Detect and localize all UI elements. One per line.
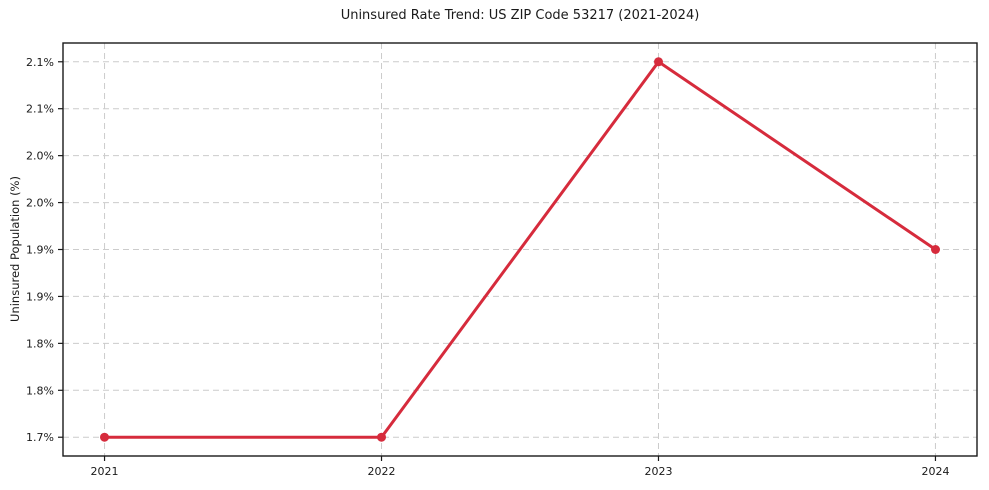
- y-tick-label: 2.1%: [26, 56, 54, 69]
- x-tick-label: 2024: [921, 465, 949, 478]
- y-tick-label: 1.8%: [26, 337, 54, 350]
- y-tick-label: 2.0%: [26, 150, 54, 163]
- x-tick-label: 2023: [644, 465, 672, 478]
- y-tick-label: 1.8%: [26, 384, 54, 397]
- data-point-marker: [377, 432, 386, 442]
- trend-line: [103, 60, 937, 439]
- data-point-marker: [654, 57, 663, 67]
- y-tick-label: 2.1%: [26, 103, 54, 116]
- y-tick-label: 1.7%: [26, 431, 54, 444]
- y-axis-label: Uninsured Population (%): [8, 176, 22, 322]
- y-tick-label: 1.9%: [26, 290, 54, 303]
- y-tick-label: 1.9%: [26, 244, 54, 257]
- data-point-marker: [931, 245, 940, 254]
- x-tick-label: 2021: [91, 465, 119, 478]
- data-point-marker: [100, 432, 109, 442]
- x-tick-label: 2022: [368, 465, 396, 478]
- y-tick-label: 2.0%: [26, 197, 54, 210]
- chart-title: Uninsured Rate Trend: US ZIP Code 53217 …: [340, 8, 700, 23]
- plot-border: [62, 42, 978, 457]
